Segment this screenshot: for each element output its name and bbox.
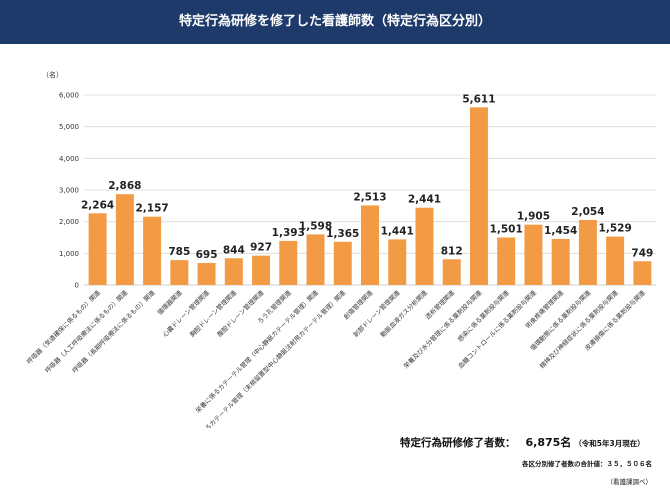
y-tick-label: 0 [75, 282, 79, 290]
data-label: 927 [250, 242, 272, 254]
x-tick-label: 動脈血液ガス分析関連 [378, 288, 429, 339]
x-tick-label: 創部ドレーン管理関連 [351, 288, 402, 339]
bar [606, 236, 625, 285]
data-label: 1,905 [517, 211, 550, 223]
data-label: 1,365 [326, 228, 359, 240]
bar [333, 241, 352, 285]
bar [279, 240, 298, 285]
x-tick-label: 胸腔ドレーン管理関連 [188, 288, 239, 339]
bar [442, 259, 461, 285]
x-tick-label: 栄養に係るカテーテル管理（末梢留置型中心静脈注射用カテーテル管理）関連 [185, 288, 348, 428]
category-subtotal: 各区分別修了者数の合計値：３５，５０６名 [522, 460, 652, 468]
y-tick-label: 5,000 [59, 123, 79, 131]
bar [578, 219, 597, 285]
bar [306, 234, 325, 285]
y-tick-label: 1,000 [59, 250, 79, 258]
data-label: 749 [631, 247, 653, 259]
total-label: 特定行為研修修了者数： [400, 437, 516, 449]
data-label: 2,157 [135, 203, 168, 215]
data-label: 785 [168, 246, 190, 258]
bar [224, 258, 243, 285]
bar-chart: （名）01,0002,0003,0004,0005,0006,0002,264呼… [24, 70, 656, 428]
data-label: 2,868 [108, 180, 141, 192]
bar [497, 237, 516, 285]
data-label: 2,054 [571, 206, 604, 218]
bar [88, 213, 107, 285]
y-tick-label: 4,000 [59, 155, 79, 163]
data-label: 812 [441, 245, 463, 257]
bar [170, 260, 189, 285]
data-label: 2,264 [81, 199, 114, 211]
y-axis-unit: （名） [42, 70, 63, 79]
data-label: 1,529 [599, 223, 632, 235]
bar [115, 194, 134, 285]
x-tick-label: 感染に係る薬剤投与関連 [455, 288, 511, 344]
data-label: 1,501 [490, 223, 523, 235]
x-tick-label: 循環器関連 [155, 288, 184, 317]
y-tick-label: 2,000 [59, 218, 79, 226]
data-label: 844 [223, 244, 245, 256]
bar [551, 238, 570, 285]
data-label: 695 [196, 249, 218, 261]
data-label: 2,513 [353, 191, 386, 203]
data-label: 5,611 [462, 93, 495, 105]
x-tick-label: 栄養に係るカテーテル管理（中心静脈カテーテル管理）関連 [193, 288, 320, 415]
x-tick-label: 腹腔ドレーン管理関連 [215, 288, 266, 339]
x-tick-label: 心嚢ドレーン管理関連 [160, 288, 211, 339]
as-of-date: （令和5年3月現在） [574, 439, 645, 448]
total-completers: 特定行為研修修了者数： 6,875名 （令和5年3月現在） [400, 434, 645, 450]
bar [524, 224, 543, 285]
data-label: 1,598 [299, 220, 332, 232]
bar [197, 262, 216, 285]
data-label: 2,441 [408, 194, 441, 206]
bar [633, 261, 652, 285]
y-tick-label: 3,000 [59, 187, 79, 195]
data-label: 1,393 [272, 227, 305, 239]
y-tick-label: 6,000 [59, 92, 79, 100]
bar [469, 107, 488, 285]
total-count: 6,875名 [525, 436, 572, 449]
chart-title: 特定行為研修を修了した看護師数（特定行為区分別） [178, 14, 491, 29]
bar [252, 255, 271, 285]
data-label: 1,454 [544, 225, 577, 237]
data-label: 1,441 [381, 225, 414, 237]
data-source: （看護課調べ） [606, 478, 653, 486]
bar [361, 205, 379, 285]
title-banner: 特定行為研修を修了した看護師数（特定行為区分別） [0, 0, 670, 44]
bar [143, 216, 162, 285]
bar [388, 239, 407, 285]
bar [415, 207, 434, 285]
